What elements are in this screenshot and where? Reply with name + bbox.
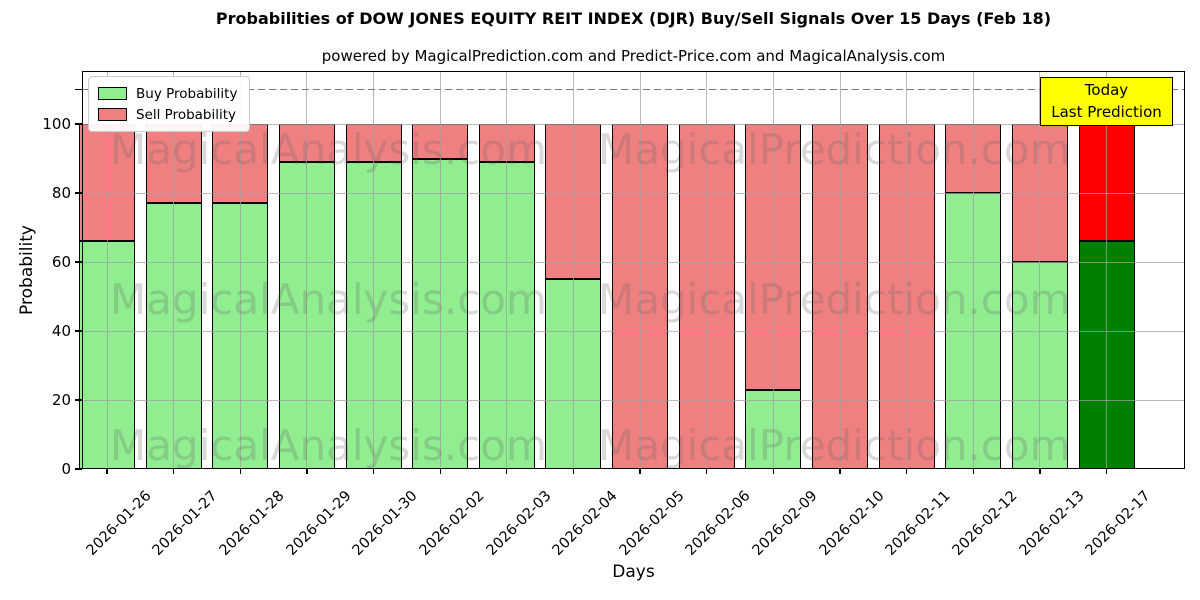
annotation-line-2: Last Prediction — [1051, 103, 1162, 121]
x-gridline — [373, 71, 375, 469]
x-gridline — [239, 71, 241, 469]
chart-subtitle: powered by MagicalPrediction.com and Pre… — [321, 47, 946, 65]
x-tick — [639, 469, 641, 474]
x-tick — [1105, 469, 1108, 474]
x-tick-label: 2026-02-13 — [1016, 488, 1088, 559]
x-tick — [106, 469, 108, 474]
x-tick-label: 2026-01-28 — [216, 488, 288, 559]
y-gridline — [82, 192, 1185, 194]
x-tick — [439, 469, 441, 474]
x-axis-title: Days — [612, 562, 655, 582]
x-tick-label: 2026-02-05 — [616, 488, 688, 559]
y-axis-title: Probability — [17, 225, 37, 315]
x-gridline — [572, 71, 574, 469]
legend-item-buy: Buy Probability — [98, 83, 237, 104]
x-tick — [772, 469, 775, 474]
x-gridline — [1106, 71, 1108, 469]
y-tick — [75, 192, 82, 194]
x-tick-label: 2026-02-03 — [483, 488, 555, 559]
sell-swatch-icon — [98, 108, 127, 121]
x-tick-label: 2026-01-27 — [150, 488, 221, 559]
y-tick-label: 60 — [51, 253, 71, 272]
y-tick — [75, 330, 82, 332]
y-tick — [75, 399, 82, 401]
watermark-text: MagicalPrediction.com — [598, 275, 1071, 324]
watermark-text: MagicalAnalysis.com — [110, 421, 547, 470]
x-tick — [706, 469, 708, 474]
y-tick — [75, 88, 82, 91]
threshold-dashed-line — [82, 88, 1185, 91]
chart-title: Probabilities of DOW JONES EQUITY REIT I… — [215, 9, 1052, 28]
x-gridline — [906, 71, 908, 469]
x-gridline — [439, 71, 441, 469]
y-tick-label: 40 — [51, 322, 71, 341]
y-gridline — [82, 123, 1185, 125]
x-tick-label: 2026-02-09 — [749, 488, 821, 559]
x-tick — [839, 469, 841, 474]
x-tick-label: 2026-02-12 — [949, 488, 1021, 559]
annotation-line-1: Today — [1084, 81, 1129, 99]
y-tick — [75, 261, 82, 263]
x-gridline — [639, 71, 641, 469]
x-tick-label: 2026-02-04 — [549, 488, 621, 559]
x-tick-label: 2026-02-17 — [1083, 488, 1154, 559]
x-gridline — [106, 71, 108, 469]
watermark-text: MagicalPrediction.com — [598, 421, 1071, 470]
watermark-text: MagicalAnalysis.com — [110, 125, 547, 174]
x-tick-label: 2026-02-02 — [416, 488, 488, 559]
x-gridline — [706, 71, 708, 469]
x-gridline — [839, 71, 841, 469]
x-tick — [372, 469, 375, 474]
x-tick — [506, 469, 508, 474]
x-tick — [972, 469, 974, 474]
y-tick-label: 80 — [51, 184, 71, 203]
x-tick — [239, 469, 241, 474]
y-tick-label: 0 — [61, 460, 71, 478]
y-tick — [75, 468, 82, 470]
legend: Buy Probability Sell Probability — [88, 76, 251, 132]
legend-label-buy: Buy Probability — [136, 85, 238, 102]
buy-swatch-icon — [98, 87, 127, 100]
y-tick — [75, 123, 82, 125]
watermark-text: MagicalAnalysis.com — [110, 275, 547, 324]
legend-label-sell: Sell Probability — [136, 106, 237, 123]
x-tick — [906, 469, 908, 474]
y-tick-label: 20 — [51, 391, 71, 410]
y-gridline — [82, 399, 1185, 401]
x-tick-label: 2026-01-26 — [83, 488, 155, 559]
y-gridline — [82, 261, 1185, 263]
x-gridline — [306, 71, 308, 469]
x-tick-label: 2026-02-06 — [683, 488, 755, 559]
legend-item-sell: Sell Probability — [98, 104, 237, 125]
watermark-text: MagicalPrediction.com — [598, 125, 1071, 174]
plot-area: Buy Probability Sell Probability Today L… — [79, 71, 1185, 470]
x-gridline — [972, 71, 974, 469]
x-tick-label: 2026-01-30 — [349, 488, 421, 559]
x-tick — [172, 469, 175, 474]
y-gridline — [82, 330, 1185, 332]
x-tick — [306, 469, 308, 474]
today-annotation-box: Today Last Prediction — [1040, 77, 1173, 126]
x-tick — [572, 469, 575, 474]
x-gridline — [1039, 71, 1041, 469]
x-tick-label: 2026-02-11 — [883, 488, 955, 559]
x-tick — [1039, 469, 1041, 474]
x-gridline — [772, 71, 774, 469]
x-tick-label: 2026-02-10 — [816, 488, 888, 559]
x-tick-label: 2026-01-29 — [283, 488, 355, 559]
y-tick-label: 100 — [42, 115, 71, 134]
x-gridline — [506, 71, 508, 469]
x-gridline — [173, 71, 175, 469]
